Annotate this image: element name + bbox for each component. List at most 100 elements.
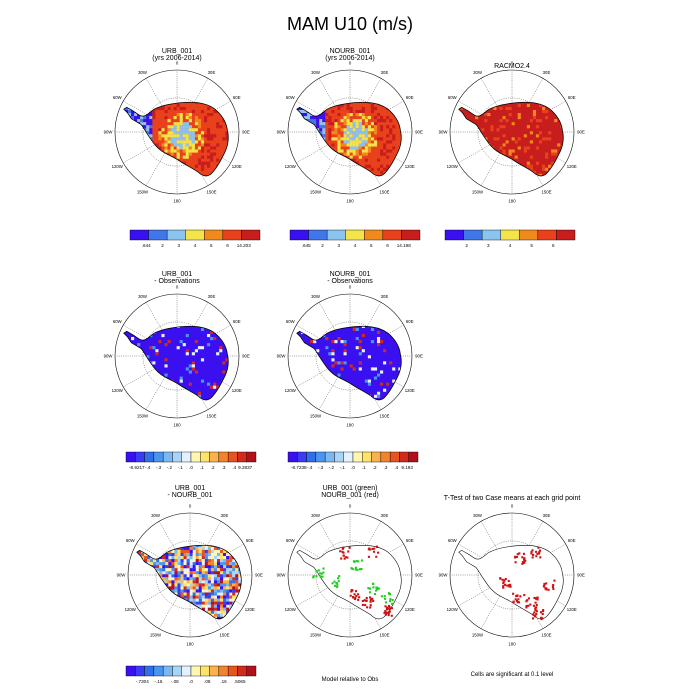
colorbar-swatch — [166, 229, 186, 241]
field-cell — [207, 164, 211, 168]
field-cell — [355, 152, 359, 156]
field-cell — [475, 116, 479, 120]
field-cell — [213, 598, 218, 602]
meridian-line — [123, 355, 178, 388]
field-cell — [319, 113, 323, 117]
field-cell — [191, 367, 195, 371]
field-cell — [220, 589, 224, 593]
colorbar-tick-label: 14.203 — [237, 243, 251, 248]
significant-cell — [502, 582, 505, 585]
field-cell — [213, 568, 218, 572]
colorbar-tick-label: .2 — [373, 465, 377, 470]
field-cell — [367, 146, 371, 150]
field-cell — [183, 592, 187, 596]
field-cell — [380, 116, 384, 120]
colorbar-tick-label: 9.193 — [401, 465, 413, 470]
field-cell — [502, 149, 506, 153]
colorbar-tick-label: 4 — [509, 243, 512, 248]
field-cell — [150, 562, 154, 566]
field-cell — [383, 146, 387, 150]
panel-subtitle: (yrs 2006-2014) — [325, 55, 374, 62]
field-cell — [358, 131, 362, 135]
field-cell — [349, 364, 353, 368]
field-cell — [376, 113, 381, 117]
field-cell — [167, 137, 171, 141]
field-cell — [168, 583, 172, 587]
panel-urb: URB_001 (yrs 2006-2014) 030E60E90E120E15… — [104, 48, 250, 204]
colorbar-swatch — [389, 451, 400, 463]
significant-cell — [320, 572, 323, 575]
field-cell — [361, 128, 365, 132]
field-cell — [186, 589, 190, 593]
field-cell — [223, 571, 227, 575]
field-cell — [186, 595, 190, 599]
field-cell — [168, 571, 172, 575]
significant-cell — [531, 549, 534, 552]
longitude-label: 30W — [473, 513, 483, 518]
field-cell — [361, 109, 365, 114]
significant-cell — [514, 561, 517, 564]
significant-cell — [525, 606, 528, 609]
field-cell — [192, 586, 196, 590]
field-cell — [210, 158, 214, 162]
field-cell — [545, 137, 549, 141]
field-cell — [177, 571, 181, 575]
significant-cell — [373, 593, 377, 596]
panel-title: URB_001 — [162, 48, 192, 55]
field-cell — [194, 119, 198, 123]
significant-cell — [322, 571, 325, 574]
colorbar-swatch — [190, 665, 201, 677]
field-cell — [226, 568, 230, 572]
field-cell — [213, 589, 218, 593]
field-cell — [538, 119, 543, 123]
significant-cell — [340, 557, 343, 560]
field-cell — [216, 559, 221, 563]
field-cell — [334, 361, 338, 365]
longitude-label: 150E — [206, 189, 216, 194]
field-cell — [364, 158, 368, 162]
significant-cell — [507, 579, 510, 583]
field-cell — [182, 149, 186, 153]
significant-cell — [503, 579, 506, 582]
field-cell — [195, 592, 199, 596]
field-cell — [162, 565, 166, 569]
field-cell — [331, 352, 335, 356]
field-cell — [210, 583, 215, 587]
field-cell — [191, 364, 195, 368]
field-cell — [235, 571, 239, 575]
field-cell — [167, 149, 171, 153]
field-cell — [331, 364, 335, 368]
field-cell — [171, 589, 175, 593]
longitude-label: 0 — [349, 504, 352, 509]
field-cell — [213, 586, 218, 590]
field-cell — [174, 552, 178, 557]
field-cell — [162, 574, 166, 578]
field-cell — [201, 574, 205, 578]
field-cell — [167, 106, 171, 111]
field-cell — [191, 137, 195, 141]
field-cell — [173, 137, 177, 141]
field-cell — [207, 598, 211, 602]
field-cell — [170, 137, 174, 141]
field-cell — [225, 358, 229, 362]
longitude-label: 150E — [379, 413, 389, 418]
field-cell — [325, 113, 329, 117]
field-cell — [364, 140, 368, 144]
field-cell — [328, 119, 332, 123]
significant-cell — [547, 588, 550, 591]
significant-cell — [531, 556, 534, 559]
colorbar-tick-label: -.4 — [307, 465, 313, 470]
field-cell — [517, 137, 521, 141]
significant-cell — [384, 613, 387, 616]
field-cell — [134, 116, 138, 120]
field-cell — [195, 577, 199, 581]
field-cell — [352, 140, 356, 144]
field-cell — [159, 565, 163, 569]
field-cell — [373, 140, 378, 144]
field-cell — [207, 143, 211, 147]
field-cell — [136, 613, 139, 617]
field-cell — [213, 610, 218, 614]
field-cell — [349, 131, 353, 135]
longitude-label: 30W — [138, 70, 148, 75]
field-cell — [370, 143, 375, 147]
